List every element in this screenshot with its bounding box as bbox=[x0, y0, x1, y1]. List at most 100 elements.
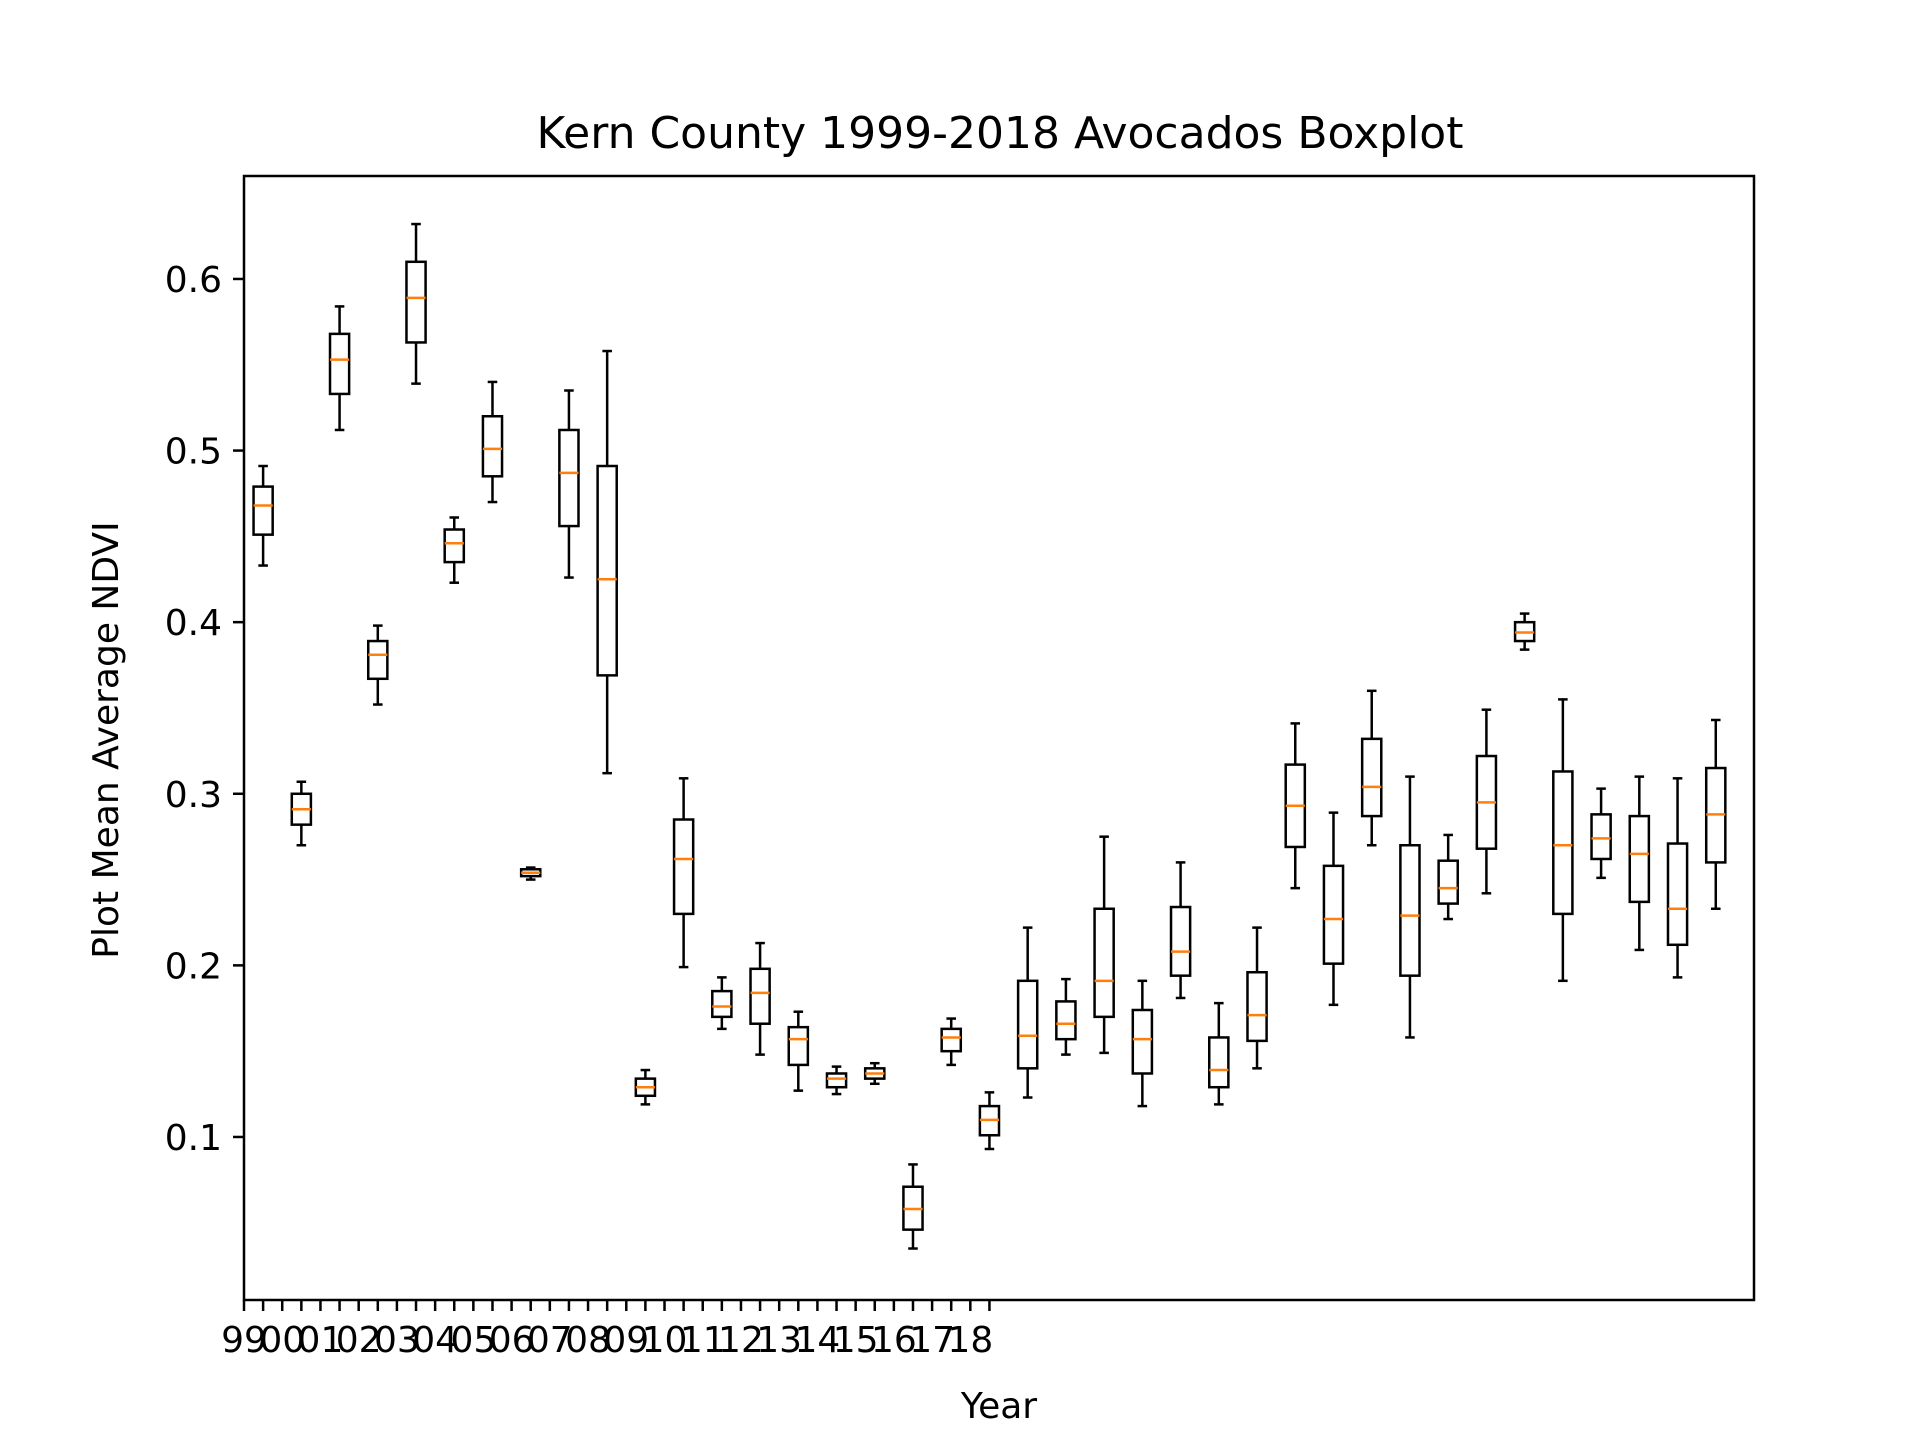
box-iqr bbox=[405, 260, 427, 344]
chart-title: Kern County 1999-2018 Avocados Boxplot bbox=[537, 108, 1464, 159]
x-tick-label: 09 bbox=[603, 1320, 649, 1361]
box-group bbox=[940, 1017, 963, 1067]
x-tick-label: 02 bbox=[336, 1320, 382, 1361]
box-group bbox=[1513, 612, 1536, 651]
box-iqr bbox=[1360, 737, 1383, 818]
box-group bbox=[1246, 926, 1268, 1070]
x-tick-label: 15 bbox=[833, 1320, 879, 1361]
x-tick-label: 03 bbox=[374, 1320, 420, 1361]
box-group bbox=[290, 780, 313, 847]
box-group bbox=[863, 1061, 886, 1086]
x-tick-label: 10 bbox=[642, 1320, 688, 1361]
y-axis-label: Plot Mean Average NDVI bbox=[86, 521, 127, 958]
box-group bbox=[1284, 722, 1307, 890]
box-group bbox=[1399, 775, 1421, 1039]
box-iqr bbox=[711, 989, 733, 1019]
box-iqr bbox=[1437, 859, 1459, 905]
box-iqr bbox=[1666, 842, 1689, 947]
box-iqr bbox=[1208, 1036, 1230, 1089]
box-iqr bbox=[1093, 907, 1115, 1019]
plot-area bbox=[252, 222, 1727, 1250]
box-iqr bbox=[558, 428, 580, 528]
box-group bbox=[443, 516, 466, 584]
x-tick-label: 13 bbox=[756, 1320, 802, 1361]
x-tick-label: 16 bbox=[871, 1320, 917, 1361]
axis-ticks: 0.1 0.2 0.3 0.4 0.5 0.6 9900010203040506070809… bbox=[165, 260, 994, 1361]
box-group bbox=[1666, 777, 1689, 979]
box-group bbox=[1475, 708, 1498, 895]
x-tick-label: 04 bbox=[412, 1320, 458, 1361]
box-group bbox=[1322, 811, 1345, 1007]
box-iqr bbox=[787, 1025, 810, 1067]
box-iqr bbox=[443, 528, 466, 564]
x-tick-label: 12 bbox=[718, 1320, 764, 1361]
x-tick-label: 99 bbox=[221, 1320, 267, 1361]
box-group bbox=[1016, 926, 1039, 1099]
box-group bbox=[1590, 787, 1612, 880]
box-group bbox=[825, 1065, 848, 1096]
y-tick-label: 0.4 bbox=[165, 603, 222, 644]
box-group bbox=[1704, 718, 1727, 910]
x-tick-label: 17 bbox=[909, 1320, 955, 1361]
box-group bbox=[978, 1091, 1001, 1151]
box-group bbox=[1093, 835, 1115, 1055]
x-tick-label: 14 bbox=[795, 1320, 841, 1361]
x-tick-label: 08 bbox=[565, 1320, 611, 1361]
box-iqr bbox=[481, 414, 504, 478]
box-iqr bbox=[672, 818, 695, 916]
box-group bbox=[1131, 979, 1154, 1108]
box-group bbox=[672, 777, 695, 969]
box-iqr bbox=[1399, 844, 1421, 977]
box-iqr bbox=[1169, 905, 1192, 977]
box-group bbox=[787, 1010, 810, 1092]
x-tick-label: 01 bbox=[298, 1320, 344, 1361]
x-tick-label: 06 bbox=[489, 1320, 535, 1361]
box-group bbox=[519, 866, 542, 881]
x-tick-label: 07 bbox=[527, 1320, 573, 1361]
box-iqr bbox=[366, 639, 389, 681]
box-iqr bbox=[1552, 770, 1574, 916]
box-group bbox=[902, 1163, 924, 1250]
box-group bbox=[1208, 1001, 1230, 1106]
box-iqr bbox=[1246, 970, 1268, 1043]
y-tick-label: 0.3 bbox=[165, 775, 222, 816]
box-iqr bbox=[940, 1027, 963, 1053]
box-group bbox=[366, 624, 389, 706]
box-iqr bbox=[596, 464, 618, 677]
box-group bbox=[328, 305, 351, 432]
box-group bbox=[481, 380, 504, 504]
box-group bbox=[1552, 698, 1574, 983]
box-iqr bbox=[328, 332, 351, 396]
y-tick-label: 0.1 bbox=[165, 1118, 222, 1159]
box-group bbox=[596, 349, 618, 775]
x-tick-label: 11 bbox=[680, 1320, 726, 1361]
box-iqr bbox=[825, 1072, 848, 1089]
box-iqr bbox=[1016, 979, 1039, 1070]
box-group bbox=[252, 464, 274, 567]
box-iqr bbox=[1055, 1000, 1077, 1041]
box-group bbox=[634, 1068, 657, 1106]
box-group bbox=[558, 389, 580, 579]
x-tick-label: 00 bbox=[259, 1320, 305, 1361]
box-iqr bbox=[1628, 814, 1651, 904]
box-group bbox=[711, 976, 733, 1031]
box-group bbox=[1437, 833, 1459, 921]
x-tick-label: 18 bbox=[947, 1320, 993, 1361]
box-iqr bbox=[1590, 813, 1612, 861]
box-iqr bbox=[252, 485, 274, 536]
box-group bbox=[1055, 977, 1077, 1056]
box-group bbox=[1360, 689, 1383, 847]
y-tick-label: 0.5 bbox=[165, 432, 222, 473]
box-group bbox=[1169, 861, 1192, 1000]
box-iqr bbox=[1131, 1008, 1154, 1075]
box-iqr bbox=[749, 967, 771, 1025]
box-group bbox=[1628, 775, 1651, 952]
x-tick-label: 05 bbox=[450, 1320, 496, 1361]
box-group bbox=[749, 941, 771, 1056]
box-group bbox=[405, 222, 427, 385]
box-iqr bbox=[1322, 864, 1345, 965]
x-axis-label: Year bbox=[960, 1386, 1037, 1427]
plot-frame bbox=[242, 174, 1756, 1302]
y-tick-label: 0.2 bbox=[165, 946, 222, 987]
